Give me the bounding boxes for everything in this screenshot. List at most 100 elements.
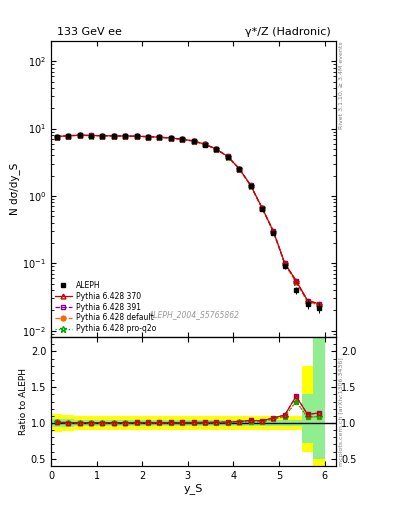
Pythia 6.428 default bbox=[237, 166, 241, 172]
Pythia 6.428 391 bbox=[100, 133, 105, 139]
Pythia 6.428 370 bbox=[66, 133, 71, 139]
Pythia 6.428 pro-q2o bbox=[134, 133, 139, 139]
Pythia 6.428 391 bbox=[237, 165, 241, 172]
Pythia 6.428 default bbox=[248, 183, 253, 189]
Pythia 6.428 370 bbox=[89, 133, 94, 139]
Pythia 6.428 default bbox=[54, 134, 59, 140]
Pythia 6.428 pro-q2o bbox=[145, 134, 150, 140]
Pythia 6.428 370 bbox=[226, 154, 230, 160]
Pythia 6.428 370 bbox=[145, 134, 150, 140]
Pythia 6.428 391 bbox=[282, 260, 287, 266]
Legend: ALEPH, Pythia 6.428 370, Pythia 6.428 391, Pythia 6.428 default, Pythia 6.428 pr: ALEPH, Pythia 6.428 370, Pythia 6.428 39… bbox=[55, 281, 156, 333]
Pythia 6.428 default bbox=[282, 261, 287, 267]
Pythia 6.428 pro-q2o bbox=[100, 133, 105, 139]
Pythia 6.428 391 bbox=[157, 134, 162, 140]
Pythia 6.428 391 bbox=[112, 133, 116, 139]
Text: mcplots.cern.ch [arXiv:1306.3436]: mcplots.cern.ch [arXiv:1306.3436] bbox=[339, 357, 344, 466]
Pythia 6.428 370 bbox=[259, 205, 264, 211]
Pythia 6.428 pro-q2o bbox=[305, 298, 310, 305]
Pythia 6.428 370 bbox=[123, 133, 127, 139]
Line: Pythia 6.428 370: Pythia 6.428 370 bbox=[54, 133, 321, 306]
Pythia 6.428 pro-q2o bbox=[123, 133, 127, 139]
Text: γ*/Z (Hadronic): γ*/Z (Hadronic) bbox=[244, 27, 330, 36]
Pythia 6.428 370 bbox=[305, 297, 310, 304]
Pythia 6.428 391 bbox=[203, 141, 208, 147]
Pythia 6.428 391 bbox=[145, 134, 150, 140]
Line: Pythia 6.428 391: Pythia 6.428 391 bbox=[54, 133, 321, 306]
Pythia 6.428 391 bbox=[77, 132, 82, 138]
Pythia 6.428 default bbox=[134, 133, 139, 139]
Pythia 6.428 pro-q2o bbox=[66, 133, 71, 139]
Pythia 6.428 pro-q2o bbox=[191, 138, 196, 144]
Pythia 6.428 370 bbox=[191, 138, 196, 144]
Pythia 6.428 391 bbox=[66, 133, 71, 139]
Pythia 6.428 370 bbox=[54, 134, 59, 140]
Y-axis label: N dσ/dy_S: N dσ/dy_S bbox=[9, 163, 20, 215]
Pythia 6.428 391 bbox=[259, 205, 264, 211]
Pythia 6.428 default bbox=[259, 205, 264, 211]
Pythia 6.428 default bbox=[77, 132, 82, 138]
Pythia 6.428 370 bbox=[248, 182, 253, 188]
Pythia 6.428 391 bbox=[317, 301, 321, 307]
Pythia 6.428 pro-q2o bbox=[112, 133, 116, 139]
Pythia 6.428 default bbox=[89, 133, 94, 139]
Pythia 6.428 370 bbox=[282, 260, 287, 266]
Pythia 6.428 default bbox=[157, 134, 162, 140]
Pythia 6.428 391 bbox=[134, 133, 139, 139]
Pythia 6.428 391 bbox=[248, 182, 253, 188]
Pythia 6.428 default bbox=[180, 136, 185, 142]
Pythia 6.428 pro-q2o bbox=[271, 228, 276, 234]
Pythia 6.428 391 bbox=[294, 278, 299, 284]
Pythia 6.428 default bbox=[100, 133, 105, 139]
X-axis label: y_S: y_S bbox=[184, 483, 203, 495]
Pythia 6.428 default bbox=[214, 146, 219, 153]
Pythia 6.428 pro-q2o bbox=[54, 134, 59, 140]
Text: 133 GeV ee: 133 GeV ee bbox=[57, 27, 122, 36]
Pythia 6.428 391 bbox=[226, 154, 230, 160]
Line: Pythia 6.428 pro-q2o: Pythia 6.428 pro-q2o bbox=[54, 132, 322, 308]
Pythia 6.428 pro-q2o bbox=[89, 133, 94, 139]
Pythia 6.428 370 bbox=[203, 141, 208, 147]
Pythia 6.428 370 bbox=[168, 135, 173, 141]
Pythia 6.428 391 bbox=[214, 146, 219, 152]
Pythia 6.428 370 bbox=[237, 165, 241, 172]
Pythia 6.428 370 bbox=[294, 278, 299, 284]
Pythia 6.428 default bbox=[123, 133, 127, 139]
Pythia 6.428 pro-q2o bbox=[248, 183, 253, 189]
Pythia 6.428 370 bbox=[157, 134, 162, 140]
Pythia 6.428 pro-q2o bbox=[237, 166, 241, 172]
Pythia 6.428 391 bbox=[123, 133, 127, 139]
Pythia 6.428 370 bbox=[100, 133, 105, 139]
Pythia 6.428 391 bbox=[180, 136, 185, 142]
Pythia 6.428 391 bbox=[191, 138, 196, 144]
Pythia 6.428 default bbox=[294, 280, 299, 286]
Pythia 6.428 default bbox=[145, 134, 150, 140]
Pythia 6.428 370 bbox=[317, 301, 321, 307]
Text: ALEPH_2004_S5765862: ALEPH_2004_S5765862 bbox=[148, 310, 239, 319]
Pythia 6.428 391 bbox=[305, 297, 310, 304]
Pythia 6.428 391 bbox=[168, 135, 173, 141]
Pythia 6.428 default bbox=[305, 298, 310, 305]
Pythia 6.428 default bbox=[317, 302, 321, 308]
Pythia 6.428 default bbox=[191, 138, 196, 144]
Pythia 6.428 370 bbox=[77, 132, 82, 138]
Pythia 6.428 pro-q2o bbox=[214, 146, 219, 153]
Pythia 6.428 391 bbox=[89, 133, 94, 139]
Pythia 6.428 370 bbox=[134, 133, 139, 139]
Pythia 6.428 default bbox=[112, 133, 116, 139]
Pythia 6.428 pro-q2o bbox=[157, 134, 162, 140]
Pythia 6.428 pro-q2o bbox=[294, 280, 299, 286]
Pythia 6.428 391 bbox=[271, 228, 276, 234]
Pythia 6.428 pro-q2o bbox=[259, 205, 264, 211]
Pythia 6.428 pro-q2o bbox=[203, 141, 208, 147]
Pythia 6.428 370 bbox=[214, 146, 219, 152]
Pythia 6.428 pro-q2o bbox=[226, 154, 230, 160]
Pythia 6.428 pro-q2o bbox=[317, 302, 321, 308]
Y-axis label: Ratio to ALEPH: Ratio to ALEPH bbox=[19, 368, 28, 435]
Pythia 6.428 default bbox=[203, 141, 208, 147]
Pythia 6.428 default bbox=[168, 135, 173, 141]
Pythia 6.428 pro-q2o bbox=[77, 132, 82, 138]
Pythia 6.428 370 bbox=[180, 136, 185, 142]
Text: Rivet 3.1.10, ≥ 3.4M events: Rivet 3.1.10, ≥ 3.4M events bbox=[339, 41, 344, 129]
Pythia 6.428 pro-q2o bbox=[180, 136, 185, 142]
